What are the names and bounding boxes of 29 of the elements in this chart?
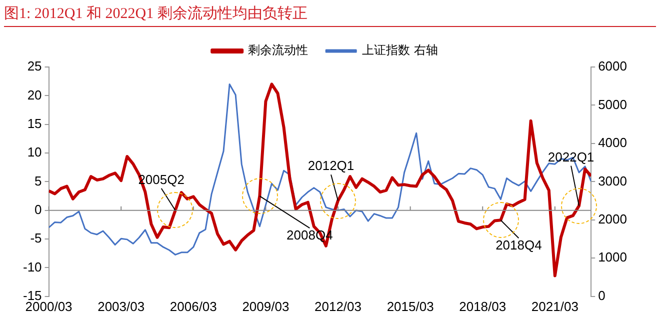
x-tick-label: 2018/03 <box>459 298 506 314</box>
x-tick-label: 2015/03 <box>386 298 434 314</box>
y-tick-label: -15 <box>22 288 42 303</box>
legend-label: 剩余流动性 <box>248 43 308 58</box>
y-tick-label: 20 <box>27 87 42 102</box>
annotation: 2012Q1 <box>308 158 354 174</box>
y2-tick-label: 5000 <box>598 96 627 112</box>
y2-tick-label: 0 <box>598 288 606 303</box>
x-tick-label: 2012/03 <box>314 298 362 314</box>
legend-label: 上证指数 右轴 <box>362 43 438 58</box>
y2-tick-label: 1000 <box>598 250 627 265</box>
x-tick-label: 2006/03 <box>170 298 217 314</box>
y2-tick-label: 4000 <box>598 135 627 150</box>
annotation: 2022Q1 <box>548 149 594 164</box>
y-tick-label: 5 <box>34 173 42 188</box>
x-tick-label: 2003/03 <box>98 298 145 314</box>
annotation: 2018Q4 <box>496 238 542 253</box>
x-tick-label: 2021/03 <box>531 298 578 314</box>
y-tick-label: -10 <box>22 259 42 274</box>
y2-tick-label: 6000 <box>598 58 627 74</box>
y2-tick-label: 3000 <box>598 173 627 188</box>
y-tick-label: 15 <box>27 116 42 131</box>
y-tick-label: 25 <box>27 58 42 74</box>
chart-title: 图1: 2012Q1 和 2022Q1 剩余流动性均由负转正 <box>4 0 656 27</box>
y-tick-label: 10 <box>27 144 42 160</box>
y-tick-label: 0 <box>34 202 42 217</box>
x-tick-label: 2009/03 <box>242 298 290 314</box>
y2-tick-label: 2000 <box>598 212 627 227</box>
y-tick-label: -5 <box>30 230 42 246</box>
